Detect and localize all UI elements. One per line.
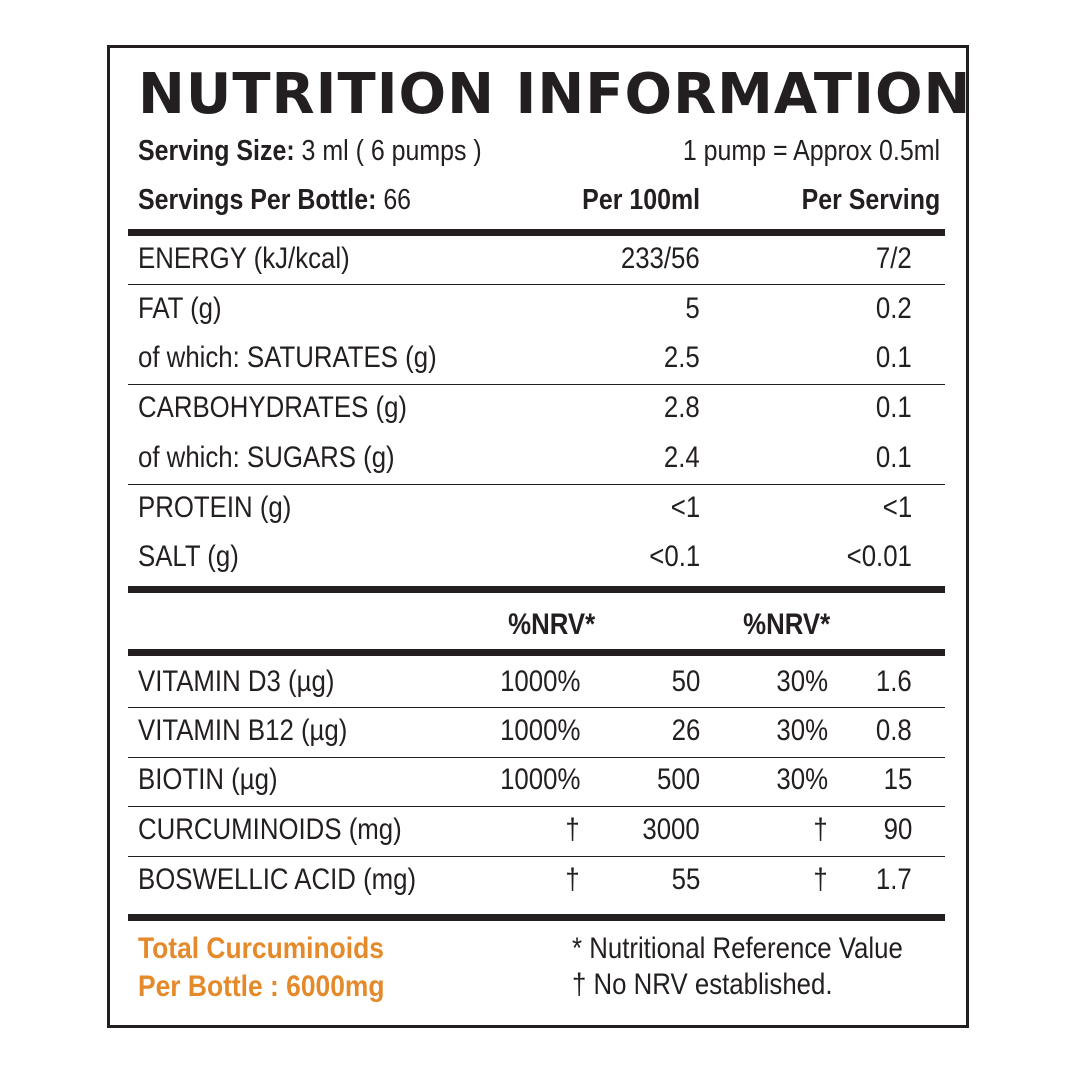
nutrient-per-100: <0.1 bbox=[649, 540, 700, 573]
nutrient-per-serving: 7/2 bbox=[876, 242, 912, 275]
col-header-per-serving: Per Serving bbox=[801, 184, 940, 216]
nutrient-per-serving: 0.1 bbox=[876, 341, 912, 374]
micro-per-serving: 1.6 bbox=[876, 665, 912, 698]
nutrient-name: SALT (g) bbox=[138, 540, 239, 573]
micro-nrv-per-serving: 30% bbox=[776, 714, 828, 747]
servings-per-bottle-label: Servings Per Bottle: bbox=[138, 184, 377, 216]
nutrient-per-100: 2.5 bbox=[664, 341, 700, 374]
micro-nrv-per-100: † bbox=[565, 813, 580, 846]
nutrient-per-serving: 0.1 bbox=[876, 391, 912, 424]
micro-per-serving: 15 bbox=[883, 763, 912, 796]
col-header-nrv-per-serving: %NRV* bbox=[743, 608, 830, 641]
nutrient-per-serving: <1 bbox=[882, 491, 912, 524]
micro-nrv-per-100: 1000% bbox=[499, 714, 580, 747]
micro-nrv-per-100: † bbox=[565, 863, 580, 896]
footer-rule bbox=[128, 914, 945, 921]
nutrient-name: CARBOHYDRATES (g) bbox=[138, 391, 408, 424]
row-divider bbox=[128, 384, 945, 385]
label-title: NUTRITION INFORMATION bbox=[138, 62, 972, 127]
nutrition-label-frame bbox=[107, 45, 969, 1028]
col-header-per-100ml: Per 100ml bbox=[582, 184, 700, 216]
micro-name: VITAMIN D3 (µg) bbox=[138, 665, 335, 698]
nutrient-name: ENERGY (kJ/kcal) bbox=[138, 242, 350, 275]
micro-per-100: 3000 bbox=[642, 813, 700, 846]
nutrient-name: PROTEIN (g) bbox=[138, 491, 292, 524]
nutrient-per-100: 5 bbox=[685, 292, 700, 325]
row-divider bbox=[128, 757, 945, 758]
servings-per-bottle-value: 66 bbox=[383, 184, 412, 216]
section-rule bbox=[128, 586, 945, 593]
micro-name: CURCUMINOIDS (mg) bbox=[138, 813, 402, 846]
micro-nrv-per-serving: † bbox=[813, 863, 828, 896]
total-curcuminoids-line2: Per Bottle : 6000mg bbox=[138, 970, 385, 1003]
serving-size-label: Serving Size: bbox=[138, 135, 295, 167]
row-divider bbox=[128, 484, 945, 485]
micro-nrv-per-100: 1000% bbox=[499, 665, 580, 698]
micro-per-serving: 0.8 bbox=[876, 714, 912, 747]
nutrient-per-serving: <0.01 bbox=[846, 540, 912, 573]
header-rule bbox=[128, 229, 945, 236]
micro-per-100: 26 bbox=[671, 714, 700, 747]
nutrient-name: of which: SATURATES (g) bbox=[138, 341, 437, 374]
micro-per-serving: 1.7 bbox=[876, 863, 912, 896]
pump-note: 1 pump = Approx 0.5ml bbox=[682, 135, 940, 167]
row-divider bbox=[128, 284, 945, 285]
nutrient-per-serving: 0.2 bbox=[876, 292, 912, 325]
micro-name: BIOTIN (µg) bbox=[138, 763, 278, 796]
col-header-nrv-per-100ml: %NRV* bbox=[508, 608, 595, 641]
micro-name: VITAMIN B12 (µg) bbox=[138, 714, 348, 747]
micro-nrv-per-100: 1000% bbox=[499, 763, 580, 796]
micro-per-100: 55 bbox=[671, 863, 700, 896]
servings-per-bottle: Servings Per Bottle: 66 bbox=[138, 184, 411, 217]
dagger-footnote: † No NRV established. bbox=[572, 968, 833, 1001]
micro-name: BOSWELLIC ACID (mg) bbox=[138, 863, 417, 896]
micro-nrv-per-serving: 30% bbox=[776, 665, 828, 698]
nutrient-per-100: 2.4 bbox=[664, 441, 700, 474]
nutrient-name: of which: SUGARS (g) bbox=[138, 441, 395, 474]
nutrient-per-serving: 0.1 bbox=[876, 441, 912, 474]
nutrient-per-100: <1 bbox=[670, 491, 700, 524]
serving-size: Serving Size: 3 ml ( 6 pumps ) bbox=[138, 135, 482, 168]
micro-nrv-per-serving: † bbox=[813, 813, 828, 846]
total-curcuminoids-line1: Total Curcuminoids bbox=[138, 932, 384, 965]
nutrient-name: FAT (g) bbox=[138, 292, 222, 325]
nutrient-per-100: 2.8 bbox=[664, 391, 700, 424]
row-divider bbox=[128, 806, 945, 807]
row-divider bbox=[128, 856, 945, 857]
micro-per-100: 50 bbox=[671, 665, 700, 698]
micro-nrv-per-serving: 30% bbox=[776, 763, 828, 796]
serving-size-value: 3 ml ( 6 pumps ) bbox=[301, 135, 482, 167]
micro-per-100: 500 bbox=[656, 763, 700, 796]
nrv-footnote: * Nutritional Reference Value bbox=[572, 932, 903, 965]
nrv-header-rule bbox=[128, 649, 945, 656]
nutrient-per-100: 233/56 bbox=[621, 242, 700, 275]
micro-per-serving: 90 bbox=[883, 813, 912, 846]
row-divider bbox=[128, 707, 945, 708]
